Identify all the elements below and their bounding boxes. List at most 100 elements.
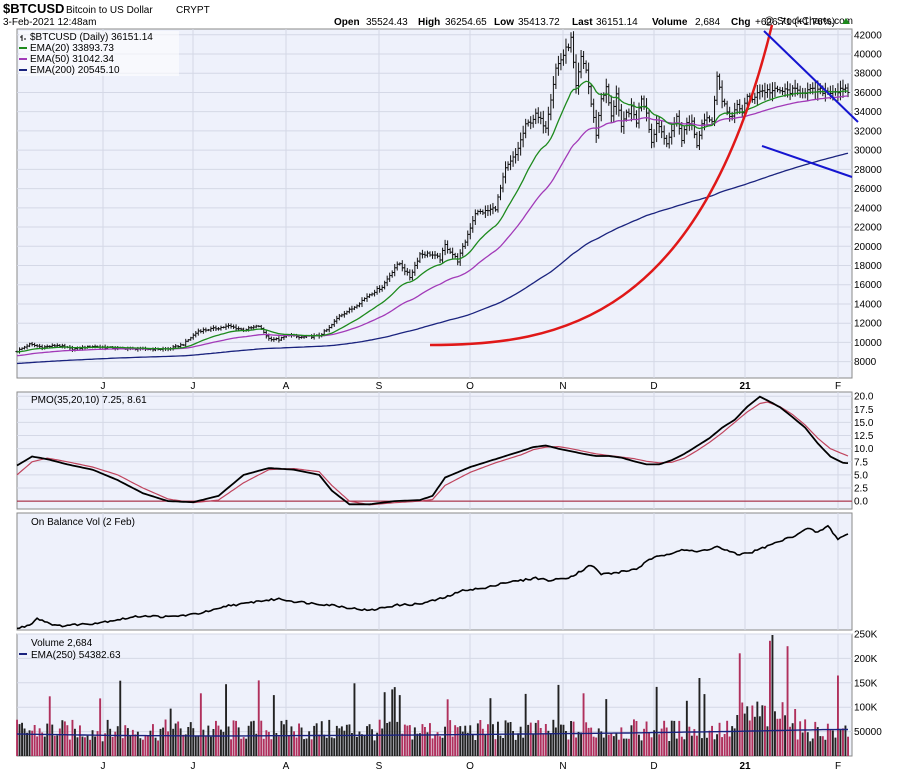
up-arrow-icon xyxy=(842,18,850,24)
volume-bar xyxy=(260,720,263,756)
volume-bar xyxy=(842,728,844,756)
volume-bar xyxy=(356,736,358,756)
volume-bar xyxy=(227,726,230,756)
volume-bar xyxy=(290,726,293,756)
volume-bar xyxy=(512,731,514,756)
open-label: Open xyxy=(334,17,360,28)
volume-bar xyxy=(605,699,608,756)
volume-bar xyxy=(617,739,620,756)
volume-bar xyxy=(86,735,89,756)
ohlc-summary: Open 35524.43 High 36254.65 Low 35413.72… xyxy=(334,17,850,28)
volume-bar xyxy=(575,737,577,756)
volume-bar xyxy=(250,721,253,756)
volume-bar xyxy=(690,735,693,756)
volume-bar xyxy=(499,735,502,756)
volume-bar xyxy=(192,728,195,756)
volume-bar xyxy=(262,738,265,756)
volume-bar xyxy=(315,723,318,756)
volume-bar xyxy=(411,739,414,756)
volume-bar xyxy=(63,721,66,756)
volume-bar xyxy=(348,724,351,756)
volume-bar xyxy=(786,646,789,756)
volume-bar xyxy=(454,725,457,756)
price-tick-label: 30000 xyxy=(854,146,882,157)
volume-bar xyxy=(688,726,691,756)
volume-bar xyxy=(706,737,708,756)
month-tick-label: J xyxy=(101,381,106,392)
volume-bar xyxy=(21,722,23,756)
volume-bar xyxy=(43,736,46,756)
volume-bar xyxy=(461,731,464,756)
volume-bar xyxy=(363,735,366,756)
volume-bar xyxy=(736,715,739,756)
volume-bar xyxy=(587,727,590,756)
volume-bar xyxy=(476,723,479,756)
pmo-tick-label: 10.0 xyxy=(854,444,874,455)
volume-bar xyxy=(398,695,401,756)
volume-bar xyxy=(811,738,814,756)
volume-bar xyxy=(303,739,305,756)
volume-bar xyxy=(197,736,200,756)
volume-bar xyxy=(514,739,517,756)
price-tick-label: 10000 xyxy=(854,338,882,349)
volume-bar xyxy=(660,728,663,756)
volume-bar xyxy=(179,728,182,756)
volume-bar xyxy=(444,726,446,756)
last-value: 36151.14 xyxy=(596,17,638,28)
volume-bar xyxy=(592,736,595,756)
volume-bar xyxy=(633,719,635,756)
parabolic-trendline xyxy=(429,24,774,347)
volume-bar xyxy=(675,738,678,756)
price-tick-label: 28000 xyxy=(854,165,882,176)
price-tick-label: 16000 xyxy=(854,280,882,291)
volume-bar xyxy=(774,711,776,756)
open-value: 35524.43 xyxy=(366,17,408,28)
volume-bar xyxy=(542,734,545,756)
volume-bar xyxy=(207,725,210,756)
vol-ema-legend: EMA(250) 54382.63 xyxy=(31,650,121,661)
volume-bar xyxy=(776,718,779,756)
volume-bar xyxy=(368,724,371,756)
price-tick-label: 34000 xyxy=(854,107,882,118)
volume-bar xyxy=(76,737,79,756)
volume-bar xyxy=(424,727,426,756)
volume-bar xyxy=(371,729,373,756)
volume-bar xyxy=(351,733,353,756)
volume-bar xyxy=(177,721,180,756)
volume-bar xyxy=(524,693,527,756)
volume-bar xyxy=(436,732,439,756)
volume-bar xyxy=(484,734,487,756)
volume-bar xyxy=(242,737,245,756)
volume-bar xyxy=(36,736,39,756)
volume-bar xyxy=(753,716,756,756)
volume-bar xyxy=(590,727,593,756)
volume-bar xyxy=(504,720,507,756)
volume-bar xyxy=(713,739,716,756)
volume-bar xyxy=(507,722,509,756)
volume-bar xyxy=(245,738,248,756)
volume-bar xyxy=(527,724,530,756)
volume-bar xyxy=(283,724,285,756)
volume-bar xyxy=(728,736,731,756)
volume-bar xyxy=(202,729,205,756)
volume-bar xyxy=(554,727,557,756)
volume-bar xyxy=(252,720,255,756)
volume-bar xyxy=(640,740,643,756)
price-tick-label: 26000 xyxy=(854,184,882,195)
volume-bar xyxy=(721,737,723,756)
volume-bar xyxy=(66,725,69,756)
volume-bar xyxy=(378,719,381,756)
volume-bar xyxy=(577,731,580,756)
volume-bar xyxy=(847,736,849,756)
pmo-tick-label: 15.0 xyxy=(854,418,874,429)
price-tick-label: 8000 xyxy=(854,357,877,368)
volume-tick-label: 150K xyxy=(854,678,878,689)
volume-bar xyxy=(58,728,61,756)
pmo-tick-label: 17.5 xyxy=(854,405,874,416)
volume-bar xyxy=(298,723,300,756)
volume-bar xyxy=(381,728,384,756)
volume-bar xyxy=(685,700,688,756)
gridlines xyxy=(17,29,852,756)
volume-bar xyxy=(809,741,812,756)
volume-bar xyxy=(162,727,164,756)
